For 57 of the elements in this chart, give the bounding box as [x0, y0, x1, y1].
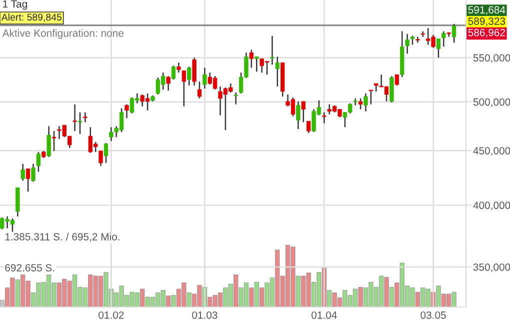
candlestick [452, 23, 456, 44]
candlestick [254, 56, 259, 72]
candlestick [98, 150, 103, 166]
candlestick [322, 112, 326, 124]
candlestick [296, 100, 300, 130]
candlestick [192, 57, 196, 86]
candlestick [52, 130, 56, 152]
candlestick [187, 66, 192, 86]
candlestick [202, 67, 207, 90]
candlestick [306, 120, 311, 134]
candlestick [394, 74, 399, 86]
candlestick [436, 38, 441, 58]
annotation: Aktive Konfiguration: none [2, 29, 124, 39]
candlestick [249, 49, 254, 68]
candlestick [124, 104, 129, 119]
x-tick-label: 01.04 [312, 311, 337, 319]
candlestick [353, 98, 358, 106]
candlestick [390, 75, 394, 104]
candlestick [270, 35, 274, 66]
y-tick-label: 550,000 [473, 54, 510, 63]
ref-line-label: Alert: 589,845 [1, 13, 62, 22]
candlestick [405, 33, 410, 54]
candlestick [171, 65, 176, 80]
candlestick [31, 163, 36, 182]
candlestick [234, 92, 238, 105]
candlestick [368, 89, 374, 105]
annotation: 692.655 S. [5, 264, 54, 272]
candlestick [16, 187, 20, 218]
candlestick [197, 80, 202, 100]
text: 589,323 [468, 18, 506, 26]
candlestick [83, 112, 88, 123]
candlestick [26, 168, 30, 192]
annotation: 1.385.311 S. / 695,2 Mio. [5, 232, 120, 242]
text: 591,684 [468, 6, 506, 15]
y-tick-label: 450,000 [473, 147, 510, 156]
candlestick [72, 104, 77, 132]
x-tick-label: 03.05 [420, 311, 446, 319]
candlestick [20, 163, 25, 182]
chart-subtitle: 1 Tag [3, 0, 27, 10]
candlestick [358, 98, 363, 110]
candlestick [275, 56, 280, 88]
candlestick [46, 126, 51, 158]
candlestick [78, 112, 82, 135]
candlestick [182, 70, 186, 107]
candlestick [442, 30, 446, 48]
text: 586,962 [468, 28, 505, 38]
candlestick [364, 92, 368, 112]
candlestick [36, 151, 41, 172]
y-tick-label: 350,000 [473, 263, 510, 272]
candlestick [166, 75, 170, 92]
candlestick [176, 62, 181, 74]
y-tick-label: 500,000 [473, 98, 510, 107]
y-tick-label: 400,000 [473, 202, 510, 210]
candlestick [104, 142, 108, 164]
x-tick-label: 01.03 [192, 311, 218, 319]
x-tick-label: 01.02 [98, 311, 124, 319]
candlestick [301, 100, 306, 123]
